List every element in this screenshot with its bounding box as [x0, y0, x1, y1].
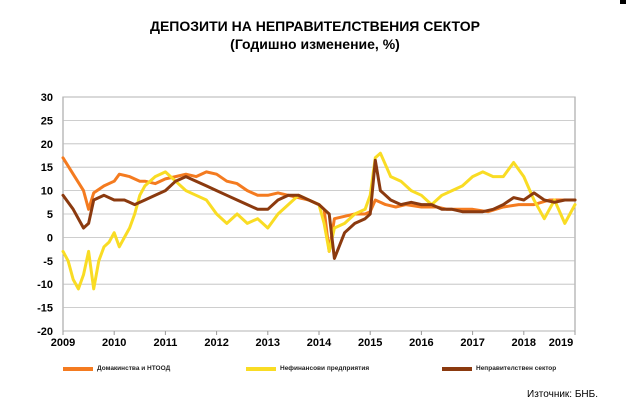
chart-title: ДЕПОЗИТИ НА НЕПРАВИТЕЛСТВЕНИЯ СЕКТОР [150, 18, 480, 34]
y-tick-label: 0 [47, 232, 53, 244]
x-tick-label: 2017 [460, 337, 484, 349]
grid-lines [63, 96, 575, 332]
x-tick-label: 2014 [307, 337, 332, 349]
legend-label-nonfinancial: Нефинансови предприятия [280, 365, 370, 372]
y-tick-label: 15 [41, 162, 53, 174]
x-tick-label: 2013 [256, 337, 280, 349]
y-axis-ticks: 30 25 20 15 10 5 0 -5 -10 -15 -20 [37, 92, 53, 338]
y-tick-label: 5 [47, 209, 53, 221]
x-tick-label: 2015 [358, 337, 382, 349]
chart-subtitle: (Годишно изменение, %) [230, 36, 400, 52]
legend-item-nonfinancial: Нефинансови предприятия [246, 365, 369, 372]
y-tick-label: -10 [37, 279, 53, 291]
y-tick-label: -5 [43, 256, 53, 268]
y-tick-label: 25 [41, 115, 53, 127]
x-axis-ticks: 2009 2010 2011 2012 2013 2014 2015 2016 2017 2018… [51, 331, 576, 349]
y-tick-label: 20 [41, 139, 53, 151]
legend-label-households: Домакинства и НТООД [97, 365, 171, 372]
x-tick-label: 2011 [153, 337, 177, 349]
legend-label-nongovernment: Неправителствен сектор [476, 365, 557, 372]
series-line-2 [61, 158, 577, 260]
x-tick-label: 2010 [102, 337, 126, 349]
x-tick-label: 2019 [549, 337, 573, 349]
legend-swatch-nongovernment [442, 366, 472, 371]
x-tick-label: 2012 [204, 337, 228, 349]
legend-swatch-nonfinancial [246, 366, 276, 371]
legend-swatch-households [63, 366, 93, 371]
y-tick-label: 10 [41, 186, 53, 198]
corner-mark [620, 0, 626, 4]
y-tick-label: -15 [37, 303, 53, 315]
legend-item-households: Домакинства и НТООД [63, 365, 170, 372]
x-tick-label: 2009 [51, 337, 75, 349]
y-tick-label: -20 [37, 326, 53, 338]
y-tick-label: 30 [41, 92, 53, 104]
source-note: Източник: БНБ. [527, 389, 598, 400]
series-group [61, 151, 577, 291]
x-tick-label: 2018 [512, 337, 536, 349]
series-line-1 [61, 151, 577, 291]
x-tick-label: 2016 [409, 337, 433, 349]
legend-item-nongovernment: Неправителствен сектор [442, 365, 556, 372]
